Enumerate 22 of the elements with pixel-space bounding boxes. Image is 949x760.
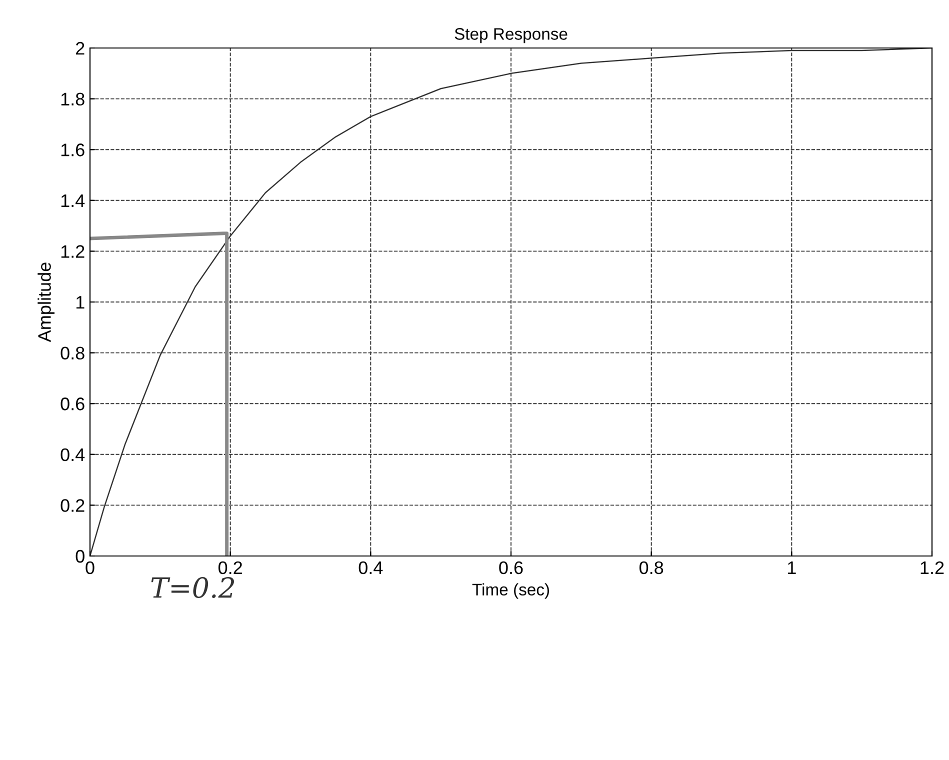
x-tick-label: 0.6 <box>499 561 523 574</box>
chart-title: Step Response <box>454 28 568 44</box>
x-tick-label: 0.2 <box>218 561 242 574</box>
y-tick-label: 1 <box>76 296 84 309</box>
y-tick-label: 1.6 <box>61 144 84 156</box>
y-tick-label: 0.6 <box>60 398 84 410</box>
y-tick-label: 1.4 <box>61 194 85 207</box>
y-axis-title: Amplitude <box>38 262 54 342</box>
y-tick-label: 2 <box>76 42 84 55</box>
x-axis-title: Time (sec) <box>472 583 550 599</box>
y-tick-label: 1.8 <box>61 92 84 106</box>
y-tick-label: 0.2 <box>60 499 84 512</box>
x-tick-label: 0.8 <box>639 561 664 574</box>
y-tick-label: 0.8 <box>60 346 84 360</box>
x-tick-label: 0.4 <box>358 561 383 574</box>
y-tick-label: 0.4 <box>60 448 85 462</box>
y-tick-label: 1.2 <box>61 245 84 258</box>
x-tick-label: 1 <box>788 562 796 574</box>
y-tick-label: 0 <box>76 550 84 563</box>
x-tick-label: 1.2 <box>920 561 944 574</box>
x-tick-label: 0 <box>86 561 94 574</box>
text: T=0.2 <box>151 577 234 598</box>
